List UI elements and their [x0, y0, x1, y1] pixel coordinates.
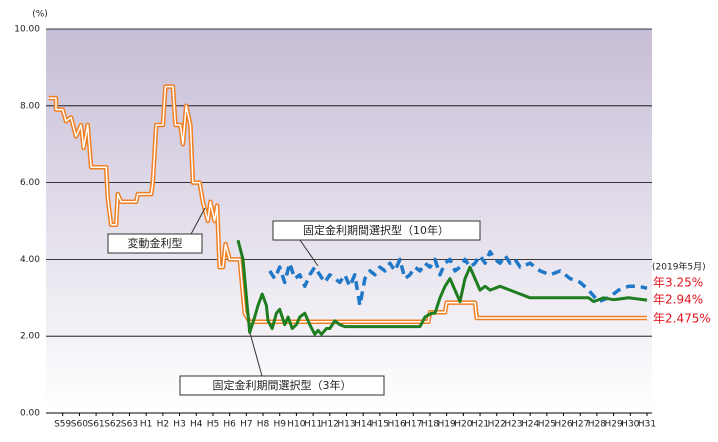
y-tick-label: 4.00: [20, 255, 40, 265]
x-tick-label: H7: [240, 420, 253, 430]
x-tick-label: H26: [554, 420, 572, 430]
callout-box: [107, 233, 203, 254]
y-tick-label: 10.00: [14, 25, 40, 35]
leader-line: [249, 332, 263, 377]
x-tick-label: H8: [257, 420, 270, 430]
x-tick-label: H3: [173, 420, 186, 430]
x-tick-label: H1: [140, 420, 153, 430]
x-tick-label: H15: [371, 420, 389, 430]
x-tick-label: H2: [157, 420, 170, 430]
y-unit: (%): [32, 10, 48, 20]
x-tick-label: H19: [438, 420, 456, 430]
x-tick-label: H12: [321, 420, 339, 430]
leader-line: [189, 207, 206, 237]
line-series: [236, 239, 648, 336]
x-tick-label: H18: [421, 420, 439, 430]
x-tick-label: H30: [621, 420, 639, 430]
x-tick-label: H28: [588, 420, 606, 430]
annotation: 年2.475%: [653, 312, 711, 326]
x-tick-label: H22: [488, 420, 506, 430]
series-callout: 変動金利型: [128, 236, 183, 250]
callout-box: [272, 220, 481, 241]
x-tick-label: H23: [504, 420, 522, 430]
annotation: (2019年5月): [652, 261, 706, 273]
x-tick-label: H27: [571, 420, 589, 430]
x-tick-label: H6: [223, 420, 236, 430]
x-tick-label: S60: [71, 420, 88, 430]
series-callout: 固定金利期間選択型（10年）: [303, 223, 449, 237]
x-tick-label: H14: [354, 420, 372, 430]
x-tick-label: H10: [287, 420, 305, 430]
x-tick-label: H11: [304, 420, 322, 430]
x-tick-label: H4: [190, 420, 203, 430]
x-tick-label: S61: [87, 420, 104, 430]
series-callout: 固定金利期間選択型（3年）: [213, 378, 352, 392]
x-tick-label: H16: [387, 420, 405, 430]
annotation: 年2.94%: [653, 293, 703, 307]
line-series: [268, 249, 648, 308]
x-tick-label: S62: [104, 420, 121, 430]
x-tick-label: H25: [538, 420, 556, 430]
x-tick-label: H17: [404, 420, 422, 430]
x-tick-label: H9: [273, 420, 286, 430]
x-tick-label: H13: [337, 420, 355, 430]
x-tick-label: S59: [54, 420, 71, 430]
x-tick-label: H5: [207, 420, 220, 430]
x-tick-label: H29: [604, 420, 622, 430]
x-tick-label: H24: [521, 420, 539, 430]
x-tick-label: H20: [454, 420, 472, 430]
y-tick-label: 6.00: [20, 178, 40, 188]
line-series-inner: [48, 85, 647, 323]
x-tick-label: S63: [121, 420, 138, 430]
callout-box: [179, 375, 385, 396]
y-tick-label: 0.00: [20, 409, 40, 419]
y-tick-label: 2.00: [20, 332, 40, 342]
annotation: 年3.25%: [653, 276, 703, 290]
x-tick-label: H21: [471, 420, 489, 430]
x-tick-label: H31: [638, 420, 656, 430]
leader-line: [299, 239, 319, 267]
y-tick-label: 8.00: [20, 101, 40, 111]
